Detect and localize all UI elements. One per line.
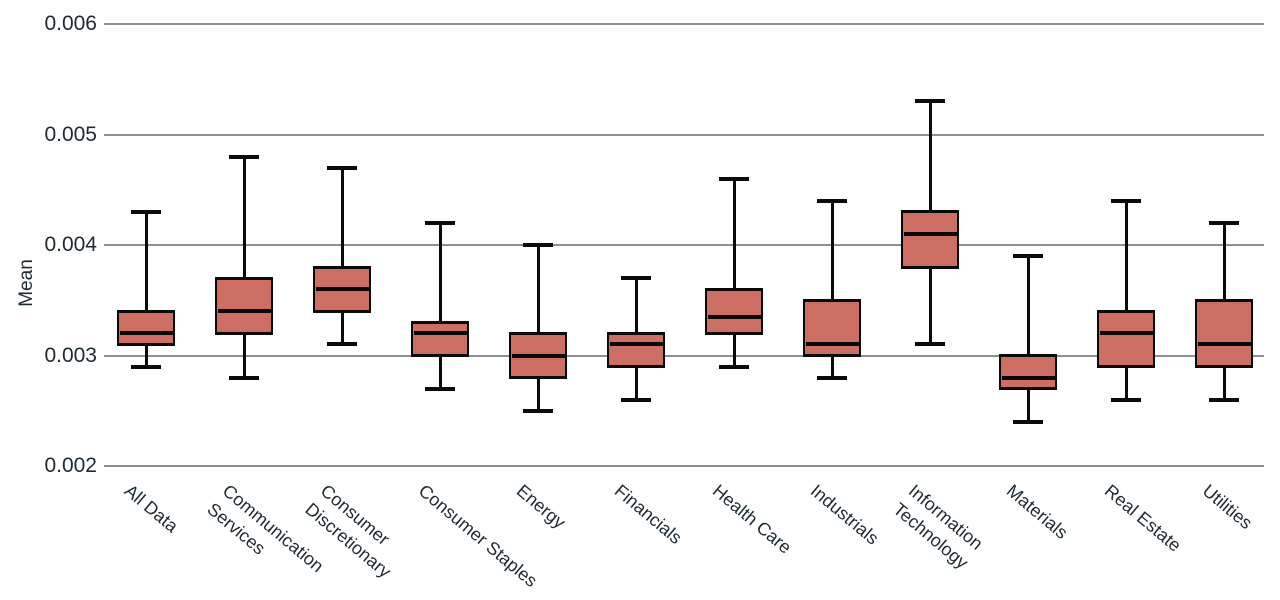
box [803, 298, 861, 357]
y-tick-label: 0.005 [44, 122, 97, 146]
x-tick-label: Communication Services [203, 480, 328, 577]
whisker-cap-top [523, 243, 553, 247]
y-axis-label: Mean [16, 259, 37, 307]
whisker-cap-top [915, 99, 945, 104]
whisker-cap-top [817, 198, 847, 203]
gridline [104, 244, 1264, 246]
median-line [903, 231, 957, 236]
median-line [217, 309, 271, 314]
median-line [1197, 342, 1251, 347]
median-line [805, 342, 859, 347]
whisker-stem [242, 156, 246, 378]
whisker-cap-top [1111, 198, 1141, 203]
whisker-stem [438, 222, 442, 389]
y-tick-label: 0.003 [44, 343, 97, 367]
gridline [104, 354, 1264, 357]
box [705, 287, 763, 335]
whisker-cap-bottom [425, 386, 455, 391]
median-line [1099, 331, 1153, 336]
x-tick-label: All Data [120, 480, 182, 537]
box [411, 320, 469, 357]
x-tick-label: Information Technology [889, 480, 987, 573]
x-tick-label: Industrials [806, 480, 883, 549]
x-tick-label: Energy [512, 480, 570, 533]
whisker-stem [1026, 256, 1030, 422]
whisker-stem [1124, 200, 1128, 400]
whisker-cap-top [425, 220, 455, 225]
gridline [104, 23, 1264, 25]
gridline [104, 133, 1264, 136]
box [215, 276, 273, 335]
box [999, 354, 1057, 391]
median-line [315, 287, 369, 292]
median-line [413, 331, 467, 336]
whisker-cap-bottom [523, 408, 553, 413]
x-tick-label: Financials [610, 480, 686, 548]
box [1097, 309, 1155, 369]
median-line [609, 342, 663, 347]
median-line [707, 314, 761, 319]
x-tick-label: Real Estate [1100, 480, 1186, 556]
whisker-cap-bottom [621, 397, 651, 402]
whisker-cap-top [131, 209, 161, 214]
whisker-cap-top [1013, 254, 1043, 259]
whisker-cap-bottom [817, 375, 847, 380]
y-tick-label: 0.004 [44, 233, 97, 256]
whisker-cap-bottom [915, 342, 945, 347]
whisker-cap-bottom [131, 364, 161, 369]
gridline [104, 465, 1264, 467]
x-tick-label: Utilities [1198, 480, 1257, 534]
x-tick-label: Materials [1002, 480, 1072, 543]
median-line [1001, 375, 1055, 380]
whisker-stem [732, 178, 736, 367]
median-line [119, 331, 173, 336]
whisker-stem [536, 245, 540, 411]
whisker-cap-top [229, 154, 259, 159]
whisker-cap-bottom [1013, 419, 1043, 424]
box [117, 309, 175, 346]
box [1195, 298, 1253, 369]
whisker-cap-bottom [1111, 397, 1141, 402]
box [607, 331, 665, 369]
box [901, 210, 959, 269]
whisker-cap-bottom [719, 364, 749, 369]
whisker-cap-top [327, 165, 357, 170]
whisker-cap-top [719, 176, 749, 181]
whisker-stem [830, 200, 834, 378]
whisker-stem [340, 167, 344, 345]
whisker-cap-bottom [1209, 397, 1239, 402]
whisker-stem [144, 211, 148, 367]
x-tick-label: Health Care [708, 480, 796, 558]
whisker-cap-bottom [327, 342, 357, 347]
median-line [511, 353, 565, 358]
y-tick-label: 0.006 [44, 12, 97, 35]
y-tick-label: 0.002 [44, 454, 97, 477]
whisker-cap-top [1209, 220, 1239, 225]
whisker-cap-bottom [229, 375, 259, 380]
whisker-cap-top [621, 276, 651, 281]
